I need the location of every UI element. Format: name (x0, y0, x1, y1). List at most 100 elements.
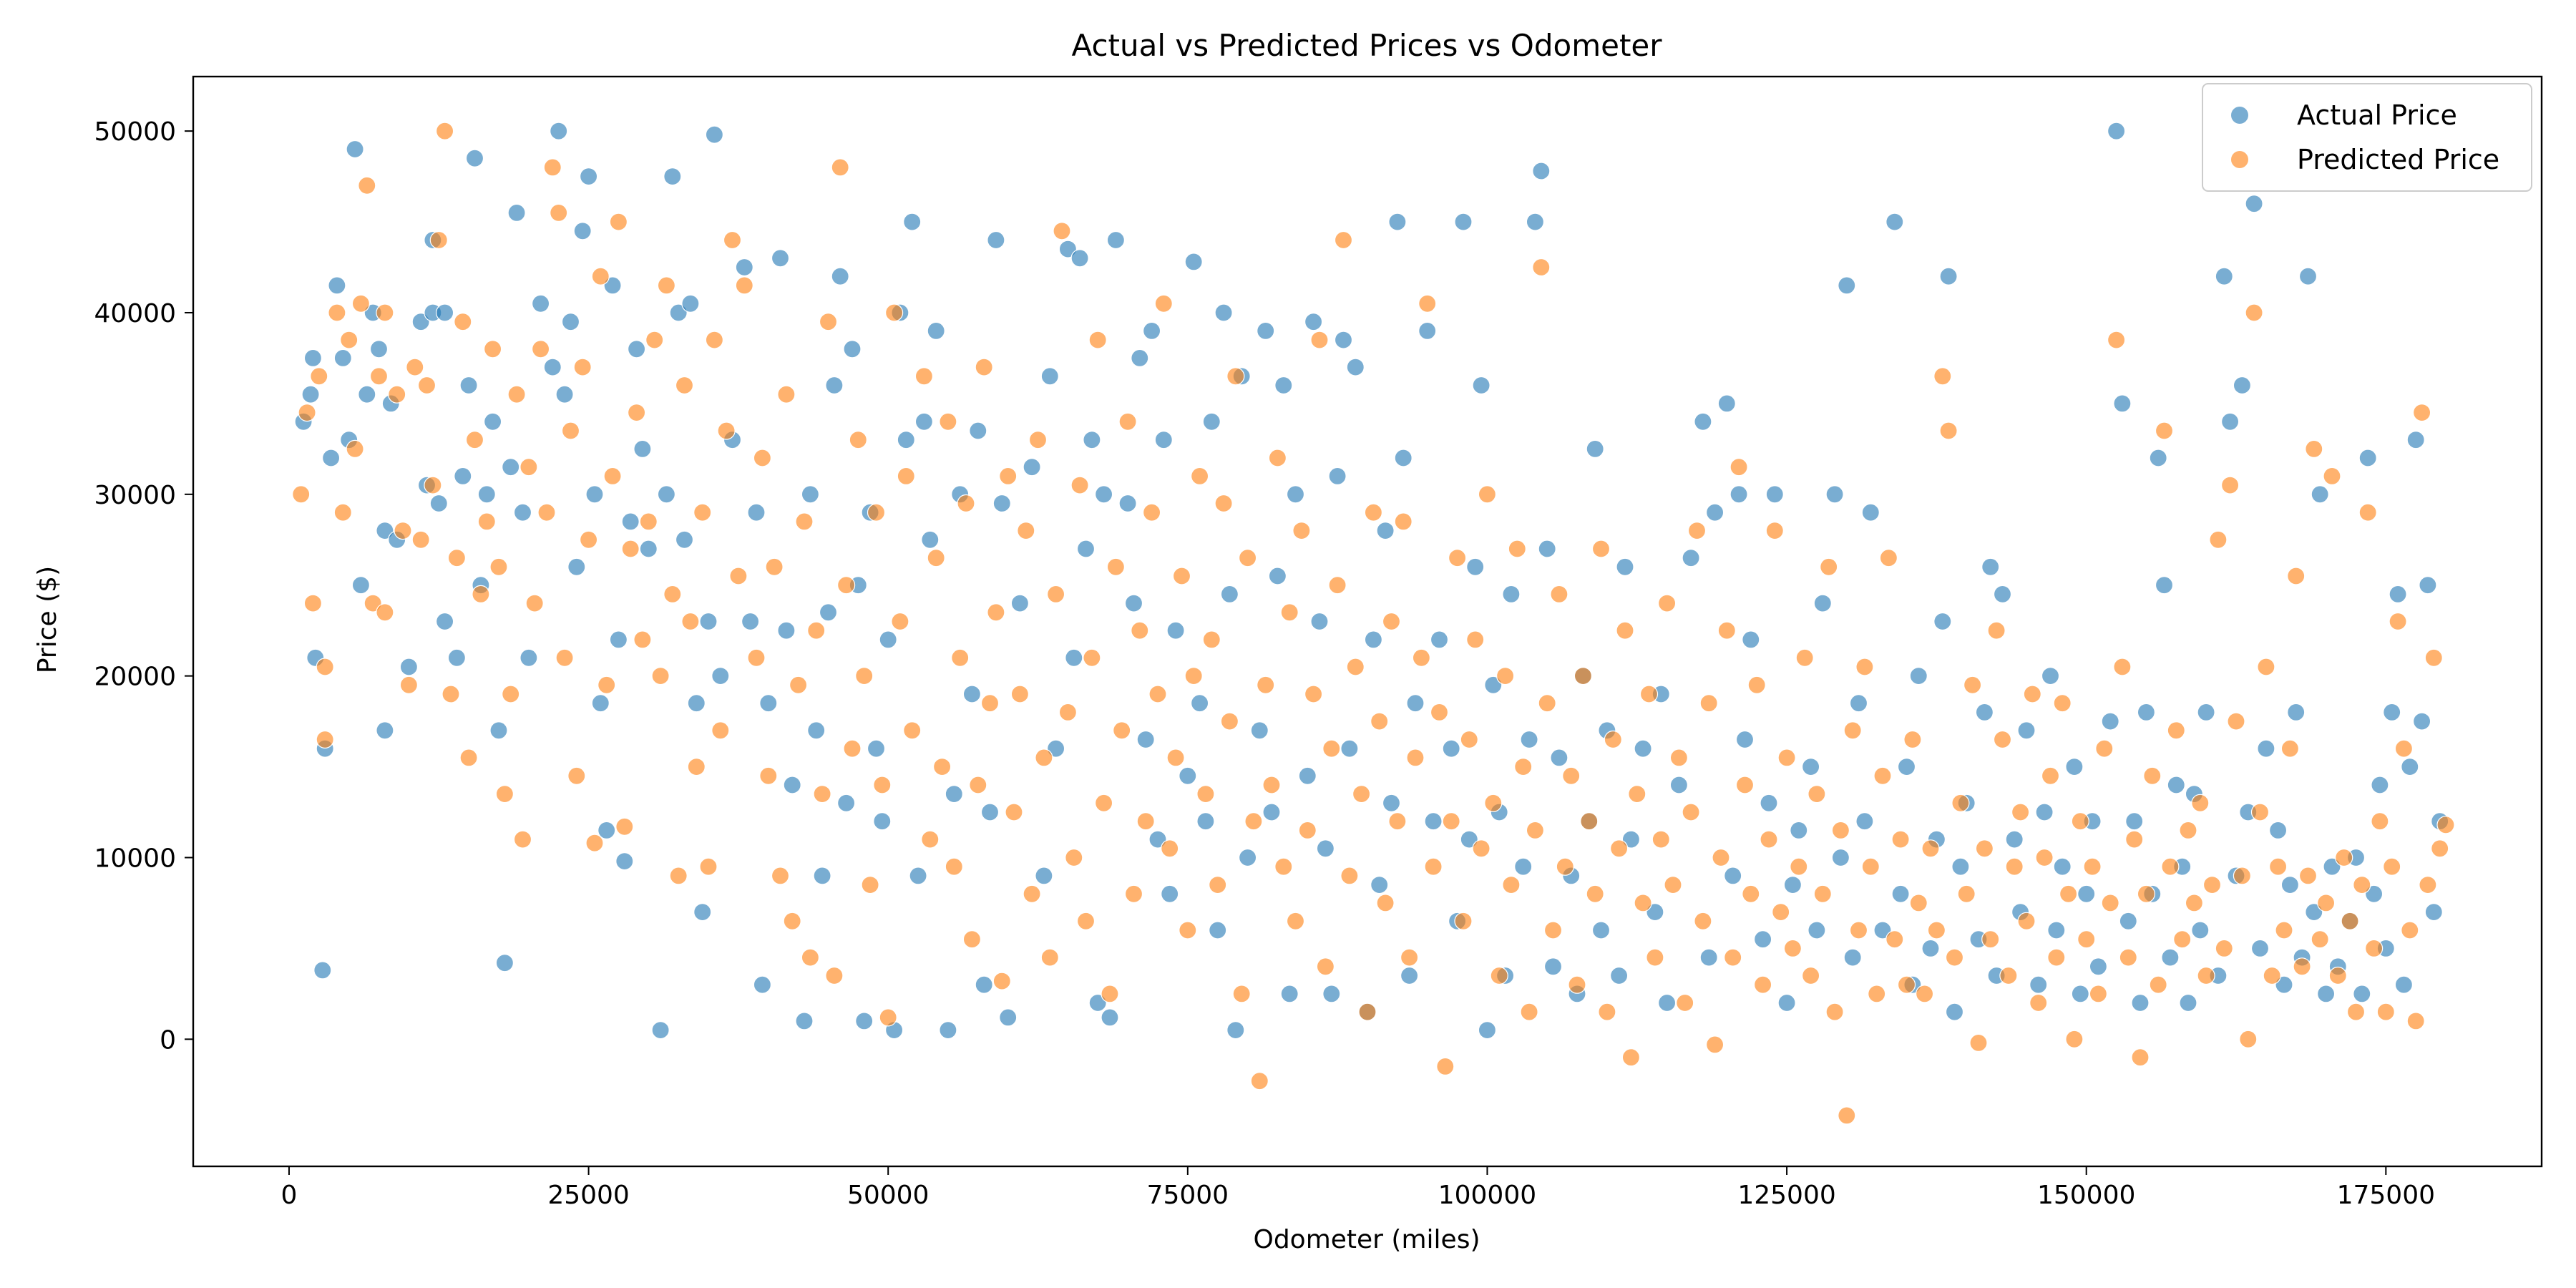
data-point (411, 530, 430, 549)
data-point (1166, 621, 1185, 640)
data-point (1604, 730, 1622, 749)
data-point (2245, 195, 2263, 213)
data-point (2173, 930, 2192, 949)
data-point (1891, 830, 1910, 849)
data-point (1729, 458, 1748, 477)
data-point (999, 467, 1018, 486)
data-point (537, 503, 556, 522)
data-point (615, 817, 634, 836)
data-point (1903, 730, 1922, 749)
data-point (328, 303, 346, 322)
y-tick-label: 0 (160, 1025, 176, 1055)
data-point (1790, 821, 1808, 840)
data-point (1514, 857, 1533, 876)
data-point (789, 675, 808, 694)
y-tick-label: 20000 (94, 663, 176, 692)
data-point (1040, 367, 1059, 386)
data-point (975, 975, 993, 994)
x-tick-label: 175000 (2337, 1181, 2435, 1210)
data-point (1646, 902, 1664, 922)
data-point (1969, 1033, 1988, 1053)
data-point (2071, 812, 2089, 831)
data-point (1106, 557, 1126, 576)
data-point (867, 739, 886, 758)
data-point (1933, 612, 1952, 631)
data-point (651, 1020, 670, 1040)
data-point (1658, 594, 1677, 613)
data-point (567, 557, 586, 576)
data-point (2317, 894, 2336, 912)
data-point (2137, 884, 2155, 903)
data-point (1616, 557, 1634, 576)
data-point (1076, 912, 1096, 930)
data-point (1621, 830, 1640, 849)
data-point (1017, 521, 1035, 540)
data-point (675, 376, 694, 395)
data-point (1591, 540, 1611, 558)
data-point (1849, 694, 1868, 713)
data-point (1179, 921, 1197, 940)
data-point (2125, 812, 2144, 831)
data-point (1310, 331, 1329, 349)
data-point (1820, 557, 1838, 576)
data-point (1621, 1048, 1640, 1067)
data-point (1070, 476, 1089, 494)
data-point (376, 721, 394, 740)
data-point (2095, 739, 2114, 758)
data-point (693, 503, 712, 522)
data-point (1891, 884, 1910, 903)
data-point (1885, 213, 1904, 231)
data-point (550, 203, 568, 222)
data-point (555, 648, 574, 667)
data-point (2358, 503, 2377, 522)
data-point (543, 158, 562, 177)
data-point (388, 385, 406, 404)
data-point (1346, 658, 1365, 676)
data-point (819, 603, 838, 622)
data-point (1070, 249, 1089, 268)
data-point (1729, 485, 1748, 504)
data-point (2371, 812, 2389, 831)
data-point (2221, 412, 2240, 431)
data-point (2113, 394, 2132, 413)
data-point (1669, 748, 1688, 767)
data-point (435, 612, 454, 631)
data-point (1909, 894, 1928, 912)
data-point (2305, 439, 2323, 459)
data-point (609, 213, 628, 231)
data-point (699, 857, 718, 876)
data-point (2041, 766, 2060, 785)
data-point (1172, 567, 1191, 585)
data-point (340, 331, 358, 349)
data-point (1010, 594, 1030, 613)
data-point (2185, 894, 2203, 912)
data-point (1154, 294, 1173, 313)
data-point (1448, 549, 1467, 567)
data-point (2406, 431, 2425, 449)
data-point (657, 276, 676, 295)
data-point (1939, 267, 1958, 286)
data-point (825, 376, 844, 395)
data-point (1058, 703, 1078, 722)
data-point (1220, 712, 1239, 731)
data-point (1430, 630, 1449, 649)
data-point (1364, 503, 1383, 522)
data-point (1268, 449, 1287, 467)
data-point (1975, 703, 1994, 722)
data-point (1322, 739, 1341, 758)
data-point (1322, 985, 1341, 1003)
data-point (645, 331, 664, 349)
data-point (945, 784, 963, 804)
data-point (819, 313, 838, 331)
data-point (2269, 821, 2288, 840)
data-point (579, 167, 598, 186)
data-point (603, 467, 622, 486)
data-point (1550, 585, 1568, 604)
data-point (502, 458, 520, 477)
data-point (813, 867, 831, 885)
data-point (1790, 857, 1808, 876)
data-point (2017, 721, 2036, 740)
data-point (1406, 694, 1425, 713)
data-point (753, 975, 772, 994)
data-point (399, 675, 419, 694)
